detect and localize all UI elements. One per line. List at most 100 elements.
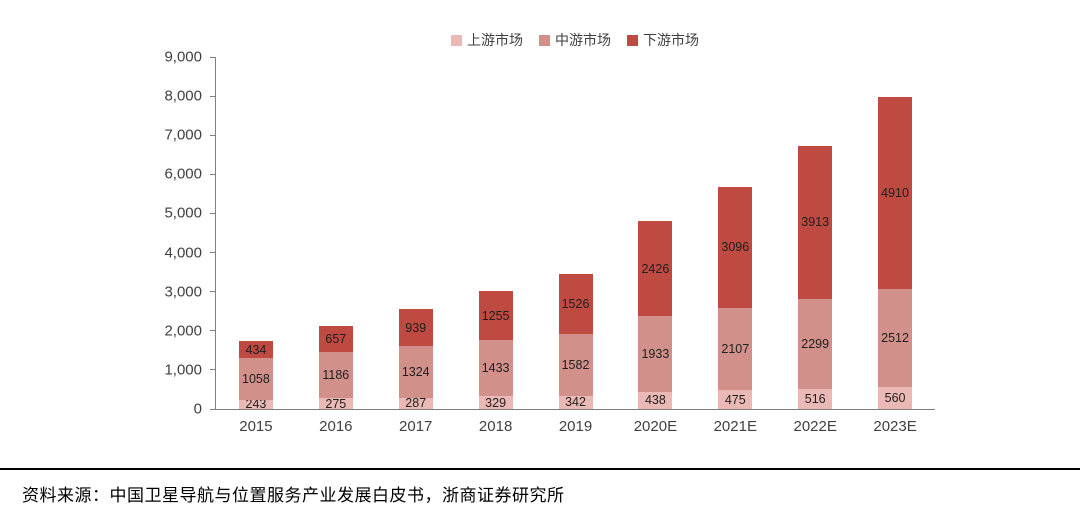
bar-column: 516 2299 3913 2022E (775, 57, 855, 435)
y-tick-label: 4,000 (164, 244, 202, 262)
bar-value-label: 2426 (641, 261, 670, 276)
bar-value-label: 438 (644, 393, 666, 408)
bar-value-label: 475 (724, 392, 746, 407)
stacked-bar: 516 2299 3913 (798, 145, 833, 409)
bar-column: 438 1933 2426 2020E (615, 57, 695, 435)
bar-segment: 1433 (478, 340, 513, 397)
stacked-bar: 329 1433 1255 (478, 291, 513, 410)
source-text: 资料来源：中国卫星导航与位置服务产业发展白皮书，浙商证券研究所 (22, 486, 565, 505)
x-axis-category-label: 2023E (873, 418, 917, 435)
y-tick-mark (210, 212, 216, 214)
x-axis-category-label: 2015 (239, 418, 273, 435)
bar-value-label: 1058 (242, 371, 270, 386)
legend-swatch-icon (539, 34, 550, 46)
bar-segment: 1582 (558, 333, 593, 396)
y-tick-mark (210, 173, 216, 175)
bar-segment: 516 (798, 388, 833, 409)
bar-segment: 2107 (718, 308, 753, 391)
bar-segment: 4910 (878, 96, 913, 289)
stacked-bar: 342 1582 1526 (558, 274, 593, 410)
bar-value-label: 3096 (721, 240, 750, 255)
legend-label: 上游市场 (467, 32, 523, 48)
bar-column: 342 1582 1526 2019 (536, 57, 616, 435)
bar-value-label: 2512 (881, 330, 909, 345)
y-tick-mark (210, 56, 216, 58)
bar-segment: 1058 (238, 358, 273, 400)
bar-value-label: 329 (485, 395, 507, 410)
bar-value-label: 243 (245, 397, 267, 411)
stacked-bar: 275 1186 657 (318, 326, 353, 409)
bar-value-label: 434 (245, 342, 267, 357)
legend-label: 中游市场 (555, 32, 611, 48)
bar-segment: 560 (878, 387, 913, 409)
bar-segment: 1186 (318, 351, 353, 399)
bar-value-label: 1582 (561, 357, 590, 372)
bar-segment: 2426 (638, 221, 673, 317)
bar-segment: 3913 (798, 145, 833, 299)
source-footer: 资料来源：中国卫星导航与位置服务产业发展白皮书，浙商证券研究所 (0, 468, 1080, 506)
legend-item: 中游市场 (539, 30, 611, 50)
bar-segment: 287 (398, 396, 433, 411)
bar-segment: 1933 (638, 316, 673, 392)
bar-segment: 3096 (718, 186, 753, 309)
stacked-bar: 287 1324 939 (398, 309, 433, 411)
bar-value-label: 1526 (561, 296, 590, 311)
x-axis-category-label: 2017 (399, 418, 433, 435)
bar-column: 243 1058 434 2015 (216, 57, 296, 435)
bar-value-label: 1433 (481, 360, 510, 375)
bar-value-label: 2107 (721, 341, 750, 356)
y-tick-label: 9,000 (164, 48, 202, 66)
bar-segment: 342 (558, 395, 593, 410)
y-tick-label: 7,000 (164, 126, 202, 144)
bar-column: 475 2107 3096 2021E (695, 57, 775, 435)
bar-value-label: 1933 (641, 346, 670, 361)
chart-legend: 上游市场 中游市场 下游市场 (215, 30, 935, 50)
bar-segment: 2299 (798, 298, 833, 389)
bar-segment: 243 (238, 397, 273, 411)
bar-segment: 2512 (878, 288, 913, 388)
legend-item: 上游市场 (451, 30, 523, 50)
legend-swatch-icon (451, 34, 462, 46)
stacked-bar: 243 1058 434 (238, 341, 273, 411)
bar-segment: 939 (398, 309, 433, 346)
y-tick-label: 1,000 (164, 361, 202, 379)
legend-label: 下游市场 (643, 32, 699, 48)
bar-segment: 475 (718, 390, 753, 409)
bar-column: 329 1433 1255 2018 (456, 57, 536, 435)
y-tick-mark (210, 408, 216, 410)
bar-value-label: 287 (405, 396, 427, 411)
bar-value-label: 3913 (801, 215, 830, 230)
bar-column: 275 1186 657 2016 (296, 57, 376, 435)
bar-value-label: 1255 (481, 308, 510, 323)
y-tick-label: 0 (193, 400, 202, 418)
bar-segment: 1255 (478, 291, 513, 341)
bar-value-label: 657 (325, 331, 347, 346)
y-tick-mark (210, 291, 216, 293)
bar-segment: 1526 (558, 274, 593, 334)
x-axis-category-label: 2020E (633, 418, 678, 435)
x-axis-category-label: 2016 (319, 418, 353, 435)
bar-value-label: 2299 (801, 336, 830, 351)
y-tick-mark (210, 252, 216, 254)
bar-value-label: 342 (565, 395, 586, 410)
bar-value-label: 1324 (401, 364, 430, 379)
y-tick-mark (210, 134, 216, 136)
bar-segment: 275 (318, 397, 353, 409)
bar-segment: 438 (638, 391, 673, 409)
y-tick-label: 2,000 (164, 322, 202, 340)
y-tick-mark (210, 95, 216, 97)
y-tick-label: 3,000 (164, 283, 202, 301)
bar-value-label: 4910 (881, 185, 909, 200)
stacked-bar: 438 1933 2426 (638, 221, 673, 409)
bar-value-label: 516 (804, 391, 826, 406)
x-axis-category-label: 2018 (478, 418, 513, 435)
y-tick-mark (210, 330, 216, 332)
y-tick-label: 6,000 (164, 165, 202, 183)
x-axis-category-label: 2019 (558, 418, 593, 435)
x-axis-category-label: 2021E (713, 418, 757, 435)
bar-segment: 329 (478, 395, 513, 410)
legend-swatch-icon (627, 34, 638, 46)
bar-segment: 1324 (398, 346, 433, 398)
stacked-bar: 560 2512 4910 (878, 96, 913, 409)
